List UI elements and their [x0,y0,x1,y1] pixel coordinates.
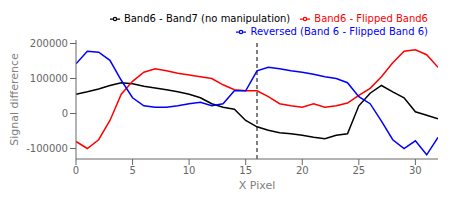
svg-text:20: 20 [296,165,309,176]
svg-text:X Pixel: X Pixel [239,179,275,191]
svg-text:15: 15 [239,165,252,176]
svg-text:0: 0 [62,108,68,119]
svg-text:200000: 200000 [30,38,68,49]
svg-text:-100000: -100000 [26,143,68,154]
svg-text:30: 30 [409,165,422,176]
svg-text:100000: 100000 [30,73,68,84]
svg-text:25: 25 [352,165,365,176]
html-text:Band6 - Band7 (no manipulation: Band6 - Band7 (no manipulation) [123,13,291,24]
svg-text:10: 10 [183,165,196,176]
html-text:Reversed (Band 6 - Flipped Ban: Reversed (Band 6 - Flipped Band 6) [250,26,428,37]
svg-text:Signal difference: Signal difference [8,53,21,146]
svg-text:5: 5 [129,165,135,176]
svg-text:0: 0 [73,165,79,176]
html-text:Band6 - Flipped Band6: Band6 - Flipped Band6 [314,13,428,24]
